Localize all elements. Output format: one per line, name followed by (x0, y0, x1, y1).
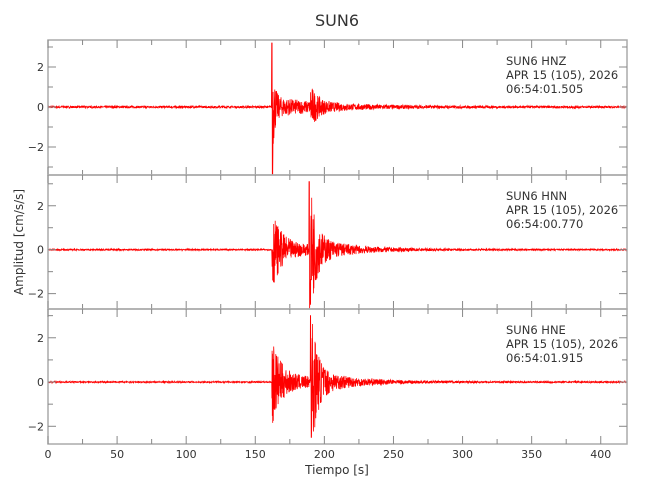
y-tick-label: 0 (37, 244, 44, 257)
x-tick-label: 100 (176, 448, 197, 461)
y-tick-label: −2 (28, 141, 44, 154)
x-tick-label: 50 (110, 448, 124, 461)
station-channel-label: SUN6 HNZ (506, 54, 567, 68)
y-tick-label: 0 (37, 101, 44, 114)
x-tick-label: 200 (314, 448, 335, 461)
station-channel-label: SUN6 HNN (506, 189, 567, 203)
y-axis-label: Amplitud [cm/s/s] (12, 189, 26, 295)
time-label: 06:54:00.770 (506, 217, 583, 231)
waveform-hnn (47, 181, 628, 310)
y-tick-label: 2 (37, 332, 44, 345)
station-channel-label: SUN6 HNE (506, 323, 566, 337)
x-tick-label: 350 (521, 448, 542, 461)
y-tick-label: −2 (28, 420, 44, 433)
x-tick-label: 0 (45, 448, 52, 461)
x-tick-label: 400 (590, 448, 611, 461)
date-label: APR 15 (105), 2026 (506, 203, 618, 217)
y-tick-label: 0 (37, 376, 44, 389)
date-label: APR 15 (105), 2026 (506, 337, 618, 351)
x-tick-label: 250 (383, 448, 404, 461)
y-tick-label: 2 (37, 200, 44, 213)
waveform-hne (47, 315, 628, 438)
date-label: APR 15 (105), 2026 (506, 68, 618, 82)
panel-frame (47, 308, 628, 445)
x-tick-label: 300 (452, 448, 473, 461)
chart-title: SUN6 (315, 11, 359, 30)
x-tick-label: 150 (245, 448, 266, 461)
time-label: 06:54:01.915 (506, 351, 583, 365)
x-axis-label: Tiempo [s] (304, 463, 369, 477)
y-tick-label: −2 (28, 288, 44, 301)
waveform-hnz (47, 42, 628, 176)
time-label: 06:54:01.505 (506, 82, 583, 96)
y-tick-label: 2 (37, 61, 44, 74)
